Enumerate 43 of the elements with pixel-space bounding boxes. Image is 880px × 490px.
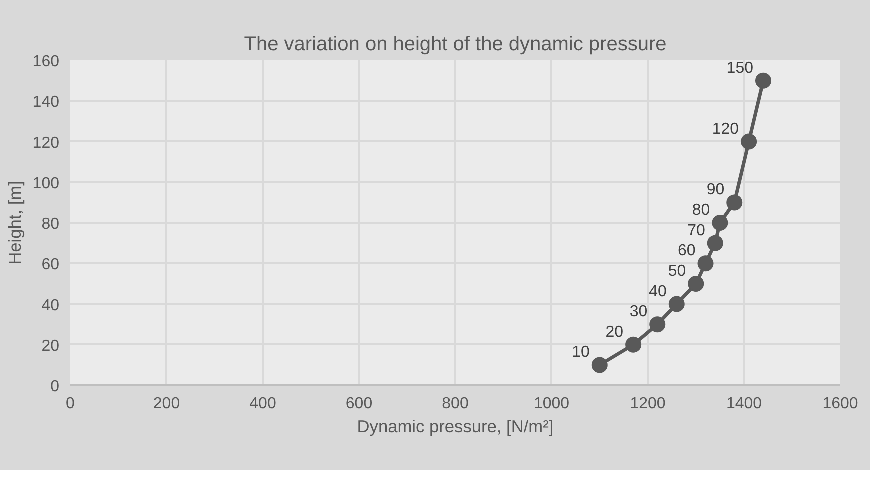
y-axis-title: Height, [m]	[4, 181, 25, 265]
data-label: 10	[572, 344, 590, 362]
x-tick-label: 1200	[630, 396, 666, 412]
point	[688, 276, 704, 292]
data-label: 50	[668, 262, 686, 280]
y-tick-label: 0	[50, 378, 60, 396]
x-tick-label: 1600	[822, 396, 858, 412]
y-tick-label: 40	[42, 297, 60, 314]
y-tick-label: 60	[42, 256, 60, 274]
point	[707, 235, 724, 252]
y-tick-label: 20	[42, 338, 60, 355]
x-axis-title: Dynamic pressure, [N/m²]	[357, 416, 554, 436]
x-tick-label: 1000	[534, 396, 570, 412]
y-tick-label: 80	[42, 216, 60, 233]
x-tick-label: 1400	[726, 396, 762, 412]
y-tick-label: 120	[32, 134, 60, 152]
data-label: 90	[706, 182, 725, 199]
data-label: 20	[606, 324, 624, 341]
point	[698, 256, 714, 272]
y-tick-label: 100	[32, 175, 60, 192]
point	[650, 316, 666, 333]
data-label: 40	[649, 283, 667, 300]
data-label: 70	[688, 222, 706, 240]
point	[756, 72, 772, 89]
point	[668, 296, 685, 312]
data-label: 120	[712, 120, 740, 138]
data-label: 30	[630, 304, 648, 321]
point	[741, 134, 758, 150]
y-tick-label: 140	[32, 94, 60, 112]
x-tick-label: 200	[153, 396, 180, 412]
point	[592, 357, 608, 374]
x-tick-label: 600	[346, 396, 373, 412]
data-label: 80	[692, 202, 710, 219]
point	[626, 336, 642, 353]
y-tick-label: 160	[32, 54, 60, 70]
x-tick-label: 400	[250, 396, 276, 412]
data-label: 150	[726, 60, 754, 77]
x-tick-label: 800	[442, 396, 469, 412]
data-label: 60	[678, 242, 696, 260]
point	[712, 215, 728, 231]
point	[726, 194, 743, 211]
x-tick-label: 0	[66, 396, 76, 412]
chart-title: The variation on height of the dynamic pressure	[244, 34, 667, 56]
